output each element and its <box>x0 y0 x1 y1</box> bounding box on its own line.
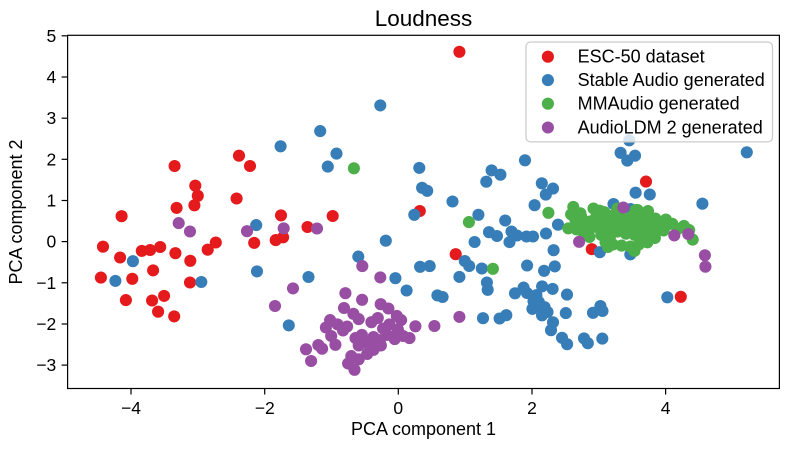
svg-text:4: 4 <box>46 67 56 87</box>
svg-text:−2: −2 <box>255 398 275 418</box>
svg-text:0: 0 <box>46 232 56 252</box>
svg-text:0: 0 <box>393 398 403 418</box>
svg-text:2: 2 <box>527 398 537 418</box>
svg-text:MMAudio generated: MMAudio generated <box>578 94 740 114</box>
svg-text:−1: −1 <box>36 273 56 293</box>
svg-text:−2: −2 <box>36 314 56 334</box>
svg-text:PCA component 2: PCA component 2 <box>6 139 26 284</box>
svg-text:−3: −3 <box>36 355 56 375</box>
svg-text:4: 4 <box>661 398 671 418</box>
svg-text:AudioLDM 2 generated: AudioLDM 2 generated <box>578 118 763 138</box>
svg-text:Loudness: Loudness <box>375 6 473 31</box>
svg-text:3: 3 <box>46 108 56 128</box>
svg-text:−4: −4 <box>121 398 141 418</box>
svg-text:ESC-50 dataset: ESC-50 dataset <box>578 47 705 67</box>
svg-text:Stable Audio generated: Stable Audio generated <box>578 70 765 90</box>
svg-text:1: 1 <box>46 191 56 211</box>
svg-text:5: 5 <box>46 26 56 46</box>
svg-text:2: 2 <box>46 149 56 169</box>
svg-text:PCA component 1: PCA component 1 <box>351 419 496 439</box>
